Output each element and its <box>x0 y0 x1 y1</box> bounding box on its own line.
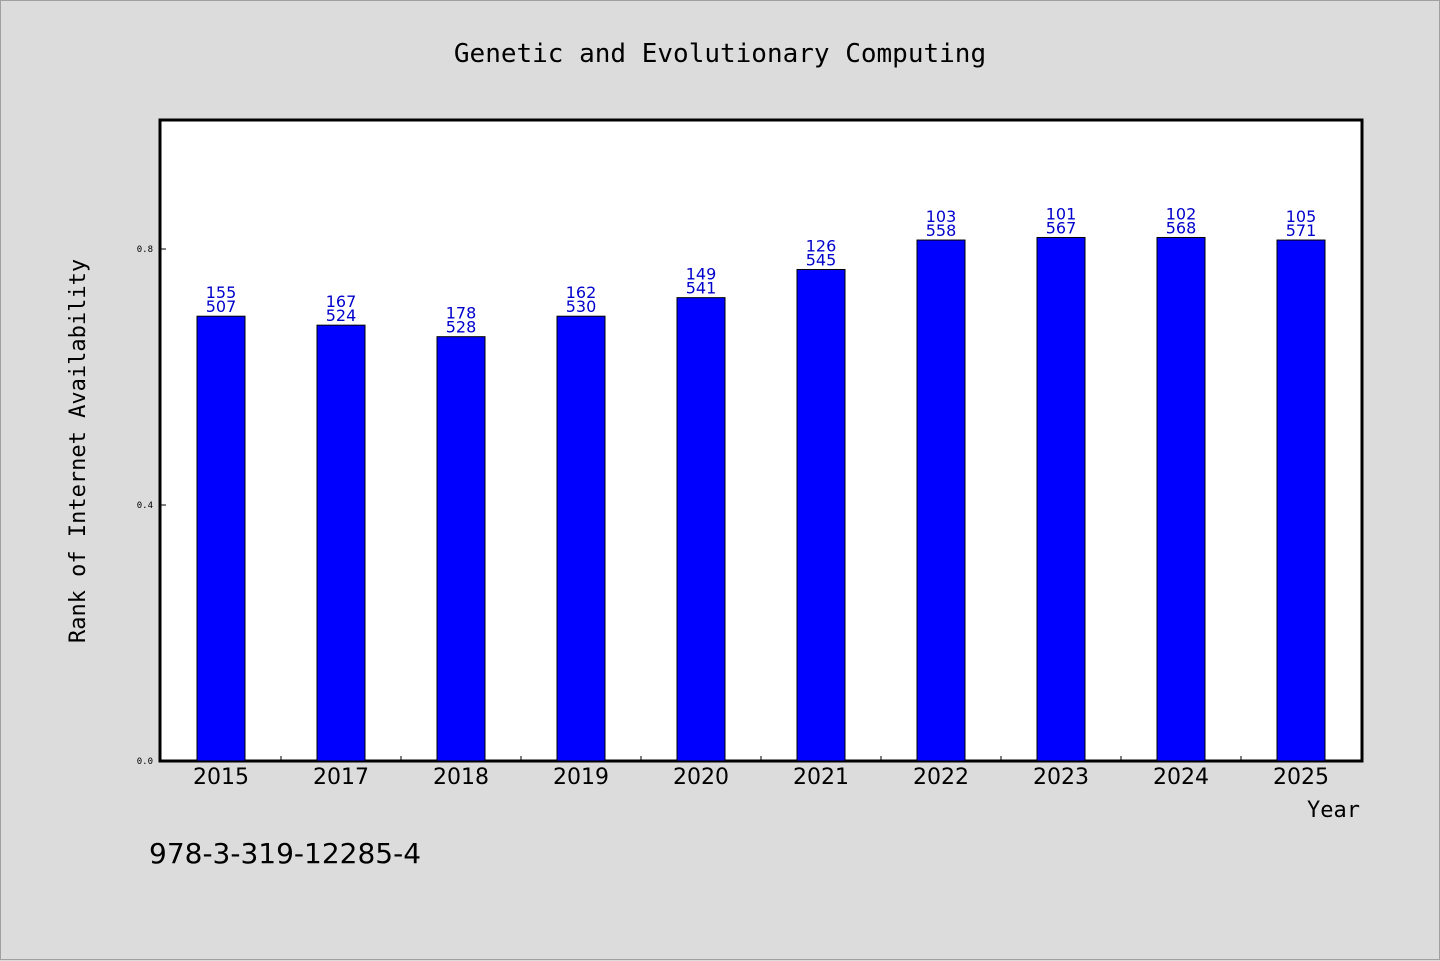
data-label-bottom-2015: 507 <box>206 297 237 316</box>
data-label-top-2024: 102 <box>1166 204 1197 223</box>
x-tick-label-2024: 2024 <box>1153 765 1209 790</box>
x-tick-label-2020: 2020 <box>673 765 729 790</box>
chart-title: Genetic and Evolutionary Computing <box>454 39 986 69</box>
data-label-bottom-2023: 567 <box>1046 218 1077 237</box>
bars-layer <box>196 236 1326 762</box>
bar-2019 <box>556 315 606 762</box>
data-label-top-2021: 126 <box>806 236 837 255</box>
x-tick-label-2018: 2018 <box>433 765 489 790</box>
y-tick-label-0.8: 0.8 <box>137 245 153 255</box>
data-label-bottom-2022: 558 <box>926 221 957 240</box>
x-tick-label-2023: 2023 <box>1033 765 1089 790</box>
bar-2024 <box>1156 236 1206 762</box>
bar-2023 <box>1036 236 1086 762</box>
bar-2018 <box>436 336 486 762</box>
bar-2021 <box>796 268 846 762</box>
data-label-top-2023: 101 <box>1046 204 1077 223</box>
bar-2015 <box>196 315 246 762</box>
isbn-label: 978-3-319-12285-4 <box>149 837 421 870</box>
data-label-bottom-2021: 545 <box>806 250 837 269</box>
bar-2017 <box>316 324 366 762</box>
y-tick-label-0.0: 0.0 <box>137 757 153 767</box>
data-label-top-2015: 155 <box>206 283 237 302</box>
data-label-bottom-2018: 528 <box>446 318 477 337</box>
axis-ticks-layer: 2015 2017 2018 2019 2020 2021 2022 2023 2024 2025… <box>137 245 1329 790</box>
x-tick-label-2025: 2025 <box>1273 765 1329 790</box>
data-label-top-2018: 178 <box>446 304 477 323</box>
data-label-top-2020: 149 <box>686 265 717 284</box>
data-label-bottom-2024: 568 <box>1166 218 1197 237</box>
data-label-top-2025: 105 <box>1286 207 1317 226</box>
x-tick-label-2017: 2017 <box>313 765 369 790</box>
data-label-top-2022: 103 <box>926 207 957 226</box>
x-tick-label-2015: 2015 <box>193 765 249 790</box>
y-axis-label: Rank of Internet Availability <box>66 259 91 643</box>
bar-2022 <box>916 239 966 762</box>
x-tick-label-2022: 2022 <box>913 765 969 790</box>
data-label-bottom-2017: 524 <box>326 306 357 325</box>
x-tick-label-2019: 2019 <box>553 765 609 790</box>
bar-2020 <box>676 297 726 762</box>
y-tick-label-0.4: 0.4 <box>137 501 153 511</box>
bar-2025 <box>1276 239 1326 762</box>
data-label-bottom-2025: 571 <box>1286 221 1317 240</box>
data-label-bottom-2020: 541 <box>686 279 717 298</box>
data-label-top-2019: 162 <box>566 283 597 302</box>
x-axis-label: Year <box>1307 798 1360 823</box>
data-label-bottom-2019: 530 <box>566 297 597 316</box>
data-label-top-2017: 167 <box>326 292 357 311</box>
x-tick-label-2021: 2021 <box>793 765 849 790</box>
